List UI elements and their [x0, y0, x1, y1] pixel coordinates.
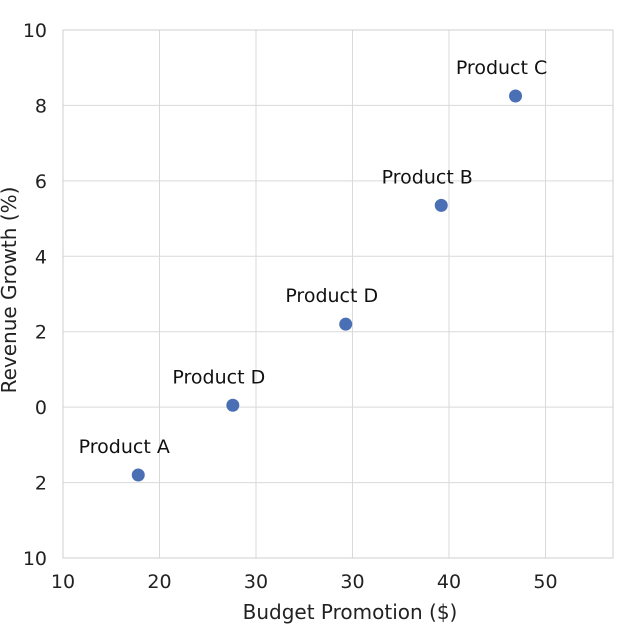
y-tick-label: 8 — [35, 95, 47, 117]
y-tick-label: 6 — [35, 171, 47, 193]
plot-frame — [62, 29, 614, 559]
data-point — [131, 468, 145, 482]
x-axis-title: Budget Promotion ($) — [243, 600, 458, 624]
y-tick-label: 2 — [35, 322, 47, 344]
data-point — [509, 89, 523, 103]
data-point-label: Product D — [285, 285, 378, 307]
y-tick-label: 0 — [35, 397, 47, 419]
data-point-label: Product C — [456, 57, 547, 79]
y-axis-title: Revenue Growth (%) — [0, 187, 21, 394]
data-point-label: Product A — [79, 436, 170, 458]
x-tick-label: 30 — [340, 571, 364, 593]
x-axis-ticks: 10 20 30 30 40 50 — [51, 571, 558, 593]
data-point — [434, 198, 448, 212]
y-axis-ticks: 10 2 0 2 4 6 8 10 — [23, 20, 47, 570]
x-tick-label: 50 — [533, 571, 557, 593]
x-tick-label: 30 — [244, 571, 268, 593]
data-point — [339, 317, 353, 331]
y-tick-label: 4 — [35, 246, 47, 268]
data-point-label: Product D — [172, 366, 265, 388]
data-point — [226, 398, 240, 412]
x-tick-label: 20 — [147, 571, 171, 593]
x-tick-label: 40 — [437, 571, 461, 593]
y-tick-label: 2 — [35, 473, 47, 495]
data-points: Product A Product D Product D Product B Prod… — [79, 57, 547, 482]
x-tick-label: 10 — [51, 571, 75, 593]
y-tick-label: 10 — [23, 20, 47, 42]
data-point-label: Product B — [382, 166, 473, 188]
y-tick-label: 10 — [23, 548, 47, 570]
